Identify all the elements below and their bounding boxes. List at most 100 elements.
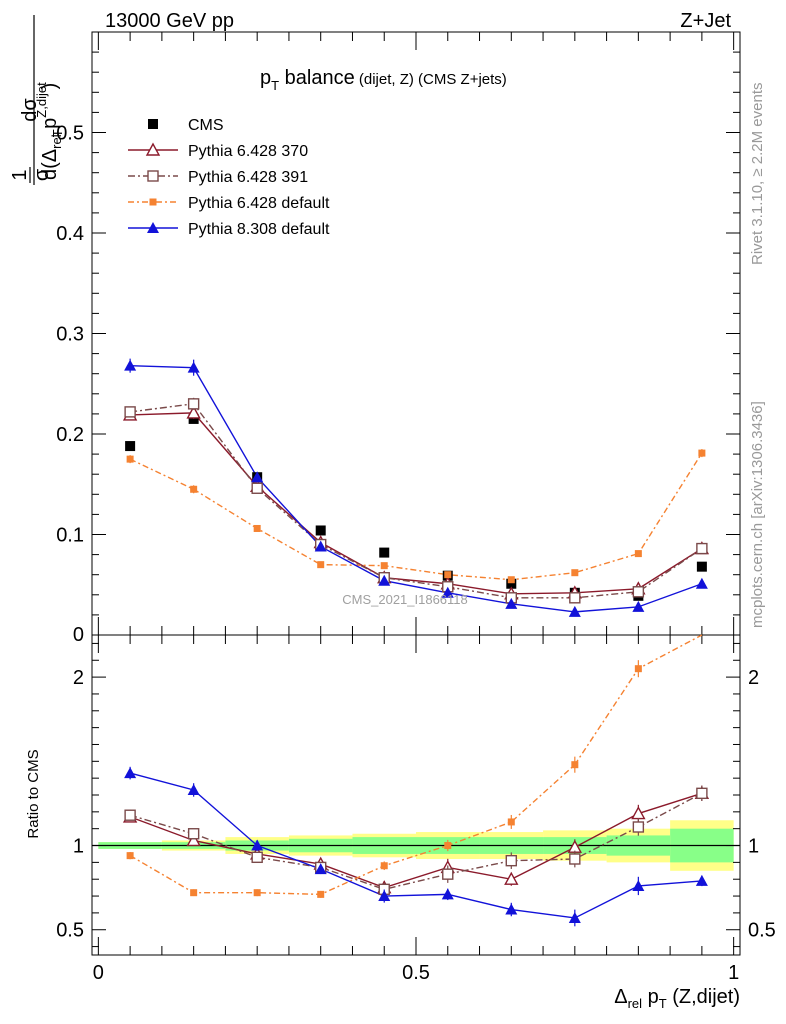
legend-label-p8: Pythia 8.308 default — [188, 221, 330, 238]
marker-pdef6 — [571, 569, 579, 577]
y-tick-label-main: 0.1 — [56, 525, 84, 547]
legend-label-p370: Pythia 6.428 370 — [188, 143, 308, 160]
line-main-p391 — [130, 403, 703, 599]
line-main-pdef6 — [129, 452, 703, 581]
marker-p391 — [187, 398, 200, 410]
y-tick-label-main: 0.2 — [56, 424, 84, 446]
marker-p8 — [251, 839, 264, 851]
marker-pdef6 — [190, 485, 198, 493]
ratio-uncertainty-band — [92, 820, 740, 871]
marker-cms — [696, 561, 707, 572]
y-tick-label-ratio-right: 0.5 — [748, 920, 776, 942]
marker-pdef6 — [317, 561, 325, 569]
svg-text:σ: σ — [31, 168, 53, 181]
y-axis-label-denominator: d(Δrel pZ,dijetT) — [33, 15, 65, 185]
line-main-p370 — [130, 412, 703, 595]
y-tick-label-main: 0 — [73, 624, 84, 646]
marker-p8 — [441, 888, 454, 900]
marker-pdef6 — [317, 890, 325, 898]
marker-pdef6 — [507, 576, 515, 584]
marker-pdef6 — [634, 550, 642, 558]
marker-pdef6 — [634, 665, 642, 673]
marker-pdef6 — [126, 852, 134, 860]
marker-pdef6 — [444, 842, 452, 850]
marker-p391 — [124, 809, 136, 821]
marker-p8 — [124, 359, 137, 371]
y-tick-label-ratio: 0.5 — [56, 920, 84, 942]
marker-p8 — [147, 222, 159, 233]
marker-p8 — [505, 597, 518, 609]
marker-p8 — [378, 890, 391, 902]
marker-pdef6 — [149, 198, 157, 206]
marker-pdef6 — [698, 449, 706, 457]
line-ratio-p8 — [129, 772, 702, 919]
y-tick-label-main: 0.3 — [56, 324, 84, 346]
marker-p8 — [632, 879, 645, 891]
line-ratio-pdef6 — [129, 634, 703, 896]
x-tick-label: 0 — [93, 962, 104, 984]
line-ratio-p391 — [129, 792, 703, 891]
marker-p391 — [147, 170, 159, 182]
y-axis-label-main: 1 σ — [9, 167, 53, 183]
marker-p391 — [124, 406, 136, 418]
marker-p8 — [314, 863, 327, 875]
y-tick-label-ratio: 2 — [73, 667, 84, 689]
y-tick-label-ratio-right: 1 — [748, 836, 759, 858]
x-tick-label: 0.5 — [402, 962, 430, 984]
legend: CMS Pythia 6.428 370 Pythia 6.428 391 Pythi… — [128, 117, 330, 238]
y-tick-label-main: 0.5 — [56, 123, 84, 145]
y-tick-label-main: 0.4 — [56, 223, 84, 245]
svg-text:d(Δrel pZ,dijetT): d(Δrel pZ,dijetT) — [34, 82, 65, 180]
marker-p391 — [632, 586, 645, 598]
marker-p391 — [632, 821, 645, 833]
rivet-version-label: Rivet 3.1.10, ≥ 2.2M events — [749, 83, 766, 266]
marker-cms — [148, 119, 158, 129]
marker-pdef6 — [507, 818, 515, 826]
marker-cms — [506, 578, 517, 589]
legend-label-cms: CMS — [188, 117, 224, 134]
marker-p370 — [504, 871, 519, 885]
series-points — [122, 358, 710, 927]
header-right: Z+Jet — [680, 10, 731, 32]
marker-p8 — [441, 586, 454, 598]
line-main-p8 — [130, 364, 703, 613]
marker-p8 — [251, 471, 264, 483]
marker-pdef6 — [253, 889, 261, 897]
marker-p391 — [696, 542, 708, 555]
axis-ticks: 0.1 0.2 0.3 0.4 0.5 0 0.5 0.5 1 1 2 2 0 0.5 1 — [56, 31, 776, 984]
marker-pdef6 — [380, 862, 388, 870]
marker-p8 — [187, 783, 200, 795]
marker-p8 — [505, 903, 518, 915]
y-tick-label-ratio: 1 — [73, 836, 84, 858]
marker-p8 — [568, 605, 581, 617]
marker-pdef6 — [253, 524, 261, 532]
svg-text:dσ: dσ — [19, 98, 41, 122]
marker-p8 — [314, 540, 327, 552]
marker-p370 — [145, 142, 161, 156]
marker-p391 — [251, 851, 263, 864]
marker-p391 — [696, 787, 708, 800]
marker-p370 — [186, 833, 201, 847]
marker-p8 — [568, 911, 581, 923]
marker-p8 — [695, 577, 708, 589]
mcplots-label: mcplots.cern.ch [arXiv:1306.3436] — [749, 401, 766, 628]
marker-p8 — [124, 767, 137, 779]
header-left: 13000 GeV pp — [105, 10, 234, 32]
legend-label-p391: Pythia 6.428 391 — [188, 169, 308, 186]
marker-p370 — [186, 405, 201, 419]
marker-pdef6 — [571, 761, 579, 769]
y-tick-label-ratio-right: 2 — [748, 667, 759, 689]
y-axis-label-ratio: Ratio to CMS — [25, 749, 42, 838]
marker-p391 — [569, 853, 581, 865]
marker-p391 — [187, 828, 200, 840]
x-tick-label: 1 — [728, 962, 739, 984]
marker-p391 — [442, 868, 454, 880]
marker-p391 — [251, 482, 263, 494]
marker-pdef6 — [380, 562, 388, 570]
marker-pdef6 — [444, 571, 452, 579]
line-ratio-p370 — [129, 792, 703, 889]
marker-p391 — [505, 854, 517, 867]
plot-title: pT balance (dijet, Z) (CMS Z+jets) — [260, 67, 507, 93]
legend-label-pdef6: Pythia 6.428 default — [188, 195, 330, 212]
